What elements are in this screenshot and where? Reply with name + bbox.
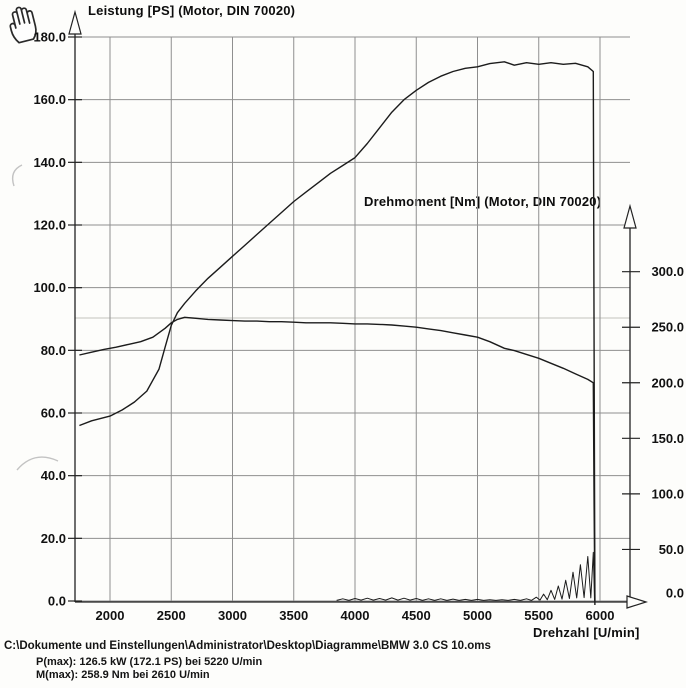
x-axis-tick-label: 5000 <box>463 608 492 623</box>
x-axis-tick-label: 4000 <box>341 608 370 623</box>
left-axis-tick-label: 80.0 <box>41 343 66 358</box>
left-axis-tick-label: 20.0 <box>41 531 66 546</box>
left-axis-tick-label: 180.0 <box>33 30 66 45</box>
m-max-annotation: M(max): 258.9 Nm bei 2610 U/min <box>36 669 210 681</box>
left-axis-arrow <box>68 9 82 35</box>
x-axis-tick-label: 4500 <box>402 608 431 623</box>
scan-artifact-arc <box>11 164 23 187</box>
x-axis-tick-label: 2500 <box>157 608 186 623</box>
x-axis-tick-label: 3000 <box>218 608 247 623</box>
x-axis-tick-label: 6000 <box>586 608 615 623</box>
x-axis-tick-label: 2000 <box>96 608 125 623</box>
right-axis-arrow <box>623 203 637 229</box>
x-axis-arrow <box>626 595 648 609</box>
left-axis-tick-label: 160.0 <box>33 92 66 107</box>
power-curve <box>79 61 596 602</box>
left-axis-tick-label: 40.0 <box>41 468 66 483</box>
right-axis-tick-label: 200.0 <box>651 375 684 390</box>
left-axis-title: Leistung [PS] (Motor, DIN 70020) <box>88 3 296 18</box>
right-axis-tick-label: 150.0 <box>651 431 684 446</box>
x-axis-tick-label: 3500 <box>279 608 308 623</box>
left-axis-tick-label: 140.0 <box>33 155 66 170</box>
right-axis-tick-label: 50.0 <box>659 542 684 557</box>
scan-artifact-arc <box>16 456 59 471</box>
right-axis-tick-label: 0.0 <box>666 586 684 601</box>
x-axis-title: Drehzahl [U/min] <box>533 625 640 640</box>
left-axis-tick-label: 60.0 <box>41 406 66 421</box>
left-axis-tick-label: 120.0 <box>33 218 66 233</box>
x-axis-tick-label: 5500 <box>524 608 553 623</box>
p-max-annotation: P(max): 126.5 kW (172.1 PS) bei 5220 U/m… <box>36 656 263 668</box>
file-path-label: C:\Dokumente und Einstellungen\Administr… <box>4 640 491 652</box>
right-axis-tick-label: 300.0 <box>651 264 684 279</box>
pan-hand-cursor-icon <box>9 6 37 44</box>
noise-baseline-curve <box>336 551 595 601</box>
torque-curve <box>79 316 596 606</box>
left-axis-tick-label: 0.0 <box>48 594 66 609</box>
right-axis-tick-label: 100.0 <box>651 486 684 501</box>
right-axis-title: Drehmoment [Nm] (Motor, DIN 70020) <box>364 194 602 209</box>
left-axis-tick-label: 100.0 <box>33 280 66 295</box>
right-axis-tick-label: 250.0 <box>651 320 684 335</box>
dyno-plot: 0.0 20.0 40.0 60.0 80.0 100.0 120.0 140.0 160.0 1… <box>11 9 684 623</box>
